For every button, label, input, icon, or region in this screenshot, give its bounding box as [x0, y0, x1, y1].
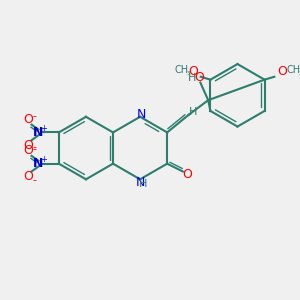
Text: N: N [136, 108, 146, 121]
Text: N: N [33, 157, 43, 170]
Text: N: N [33, 126, 43, 139]
Text: H: H [189, 107, 198, 117]
Text: -: - [32, 142, 37, 152]
Text: O: O [277, 65, 287, 78]
Text: O: O [183, 168, 193, 181]
Text: O: O [24, 113, 34, 126]
Text: +: + [40, 124, 47, 133]
Text: +: + [40, 155, 47, 164]
Text: CH: CH [174, 65, 188, 75]
Text: ₃: ₃ [299, 68, 300, 77]
Text: CH: CH [287, 65, 300, 75]
Text: -: - [32, 175, 37, 185]
Text: N: N [135, 176, 145, 189]
Text: O: O [188, 65, 198, 78]
Text: O: O [194, 71, 204, 84]
Text: H: H [139, 179, 147, 189]
Text: -: - [32, 111, 37, 121]
Text: H: H [188, 73, 197, 83]
Text: O: O [24, 170, 34, 183]
Text: O: O [24, 139, 34, 152]
Text: ₃: ₃ [186, 68, 190, 77]
Text: O: O [24, 145, 34, 158]
Text: -: - [32, 144, 37, 154]
